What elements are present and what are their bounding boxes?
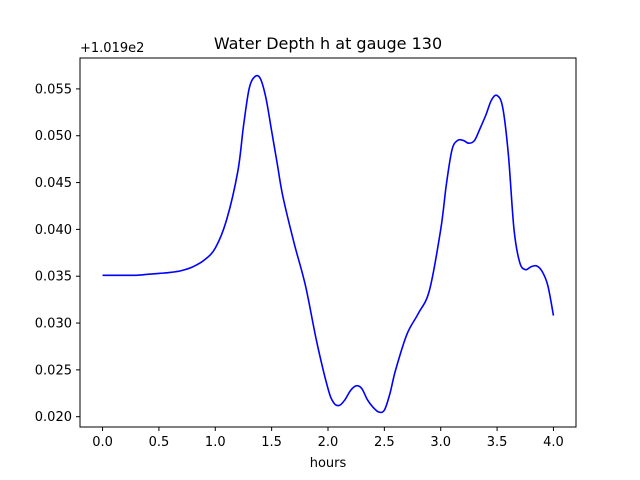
y-tick-label: 0.035 — [35, 270, 72, 285]
x-tick-label: 3.0 — [430, 435, 451, 450]
y-tick-label: 0.020 — [35, 410, 72, 425]
y-tick-label: 0.025 — [35, 363, 72, 378]
x-tick-label: 4.0 — [543, 435, 564, 450]
series-line-0 — [102, 74, 555, 414]
y-tick-label: 0.045 — [35, 176, 72, 191]
chart-title: Water Depth h at gauge 130 — [214, 34, 442, 53]
x-axis-label: hours — [310, 456, 347, 471]
y-axis: 0.020 0.025 0.030 0.035 0.040 0.045 0.050 0.055 — [35, 82, 80, 425]
x-tick-label: 1.5 — [261, 435, 282, 450]
x-tick-label: 0.5 — [149, 435, 170, 450]
plot-background — [80, 58, 576, 427]
y-tick-label: 0.055 — [35, 82, 72, 97]
x-tick-label: 2.5 — [374, 435, 395, 450]
y-offset-label: +1.019e2 — [80, 41, 144, 56]
x-tick-label: 0.0 — [92, 435, 113, 450]
x-tick-label: 2.0 — [318, 435, 339, 450]
y-tick-label: 0.040 — [35, 223, 72, 238]
x-axis: 0.0 0.5 1.0 1.5 2.0 2.5 3.0 3.5 4.0 — [92, 427, 564, 450]
y-tick-label: 0.030 — [35, 317, 72, 332]
plot-area — [79, 57, 577, 428]
x-tick-label: 1.0 — [205, 435, 226, 450]
y-tick-label: 0.050 — [35, 129, 72, 144]
x-tick-label: 3.5 — [487, 435, 508, 450]
